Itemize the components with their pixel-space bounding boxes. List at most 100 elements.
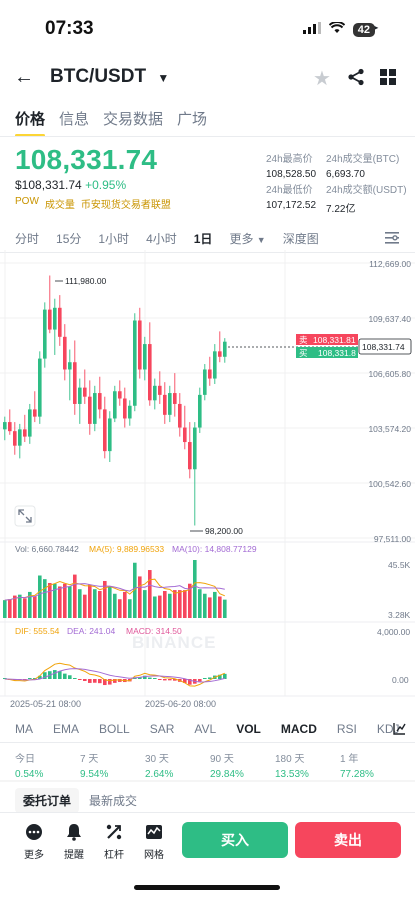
high-marker: 111,980.00 — [65, 276, 107, 286]
indicator-tabs: MA EMA BOLL SAR AVL VOL MACD RSI KDJ — [15, 722, 400, 736]
y-tick-label: 100,542.60 — [368, 479, 411, 489]
macd-bar — [138, 676, 142, 679]
macd-bar — [63, 673, 67, 679]
tag-volume[interactable]: 成交量 — [44, 200, 75, 211]
ind-avl[interactable]: AVL — [194, 722, 217, 736]
stat-vol-usdt: 24h成交额(USDT) 7.22亿 — [326, 185, 407, 215]
action-alert[interactable]: 提醒 — [57, 822, 91, 861]
ind-rsi[interactable]: RSI — [336, 722, 357, 736]
buy-button[interactable]: 买入 — [182, 822, 288, 858]
volume-bar — [103, 580, 107, 618]
candle — [98, 393, 102, 410]
macd-bar — [163, 679, 167, 681]
macd-bar — [208, 677, 212, 679]
ask-price: 108,331.81 — [313, 335, 356, 345]
action-grid[interactable]: 网格 — [137, 822, 171, 861]
grid-icon[interactable] — [380, 69, 396, 90]
tab-open-orders[interactable]: 委托订单 — [15, 788, 80, 813]
back-arrow-icon[interactable]: ← — [14, 66, 34, 88]
vol-legend-vol: Vol: 6,660.78442 — [15, 544, 79, 554]
volume-bar — [153, 596, 157, 618]
volume-bar — [188, 583, 192, 618]
ind-vol[interactable]: VOL — [236, 722, 261, 736]
kline-chart[interactable]: BINANCE 112,669.00 109,637.40 106,605.80 10… — [0, 250, 415, 712]
tab-latest-trades[interactable]: 最新成交 — [89, 794, 138, 808]
candle — [13, 431, 17, 446]
macd-bar — [183, 679, 187, 684]
candle — [123, 398, 127, 419]
candle — [148, 344, 152, 401]
perf-1y: 1 年 77.28% — [340, 754, 374, 780]
tab-trading-data[interactable]: 交易数据 — [103, 111, 164, 128]
tab-square[interactable]: 广场 — [177, 111, 208, 128]
tf-1d[interactable]: 1日 — [193, 232, 213, 246]
fullscreen-icon[interactable] — [14, 505, 36, 527]
tag-alliance[interactable]: 币安现货交易者联盟 — [80, 200, 171, 211]
macd-bar — [158, 679, 162, 680]
candle — [53, 307, 57, 330]
ind-macd[interactable]: MACD — [280, 722, 317, 736]
wifi-icon — [328, 21, 345, 39]
volume-bar — [138, 576, 142, 618]
candle — [113, 391, 117, 419]
candle — [183, 427, 187, 443]
candle — [68, 362, 72, 370]
perf-7d: 7 天 9.54% — [80, 754, 109, 780]
tf-15m[interactable]: 15分 — [56, 232, 82, 246]
caret-down-icon: ▼ — [157, 71, 170, 85]
sell-button[interactable]: 卖出 — [295, 822, 401, 858]
volume-bar — [193, 560, 197, 618]
action-margin[interactable]: 杠杆 — [97, 822, 131, 861]
pair-title[interactable]: BTC/USDT ▼ — [50, 66, 170, 87]
y-tick-label: 109,637.40 — [368, 314, 411, 324]
macd-bar — [218, 674, 222, 679]
volume-bar — [98, 591, 102, 618]
tf-line[interactable]: 分时 — [15, 232, 40, 246]
leverage-icon — [97, 822, 131, 842]
ind-ema[interactable]: EMA — [53, 722, 80, 736]
tag-pow[interactable]: POW — [15, 196, 39, 207]
perf-today: 今日 0.54% — [15, 754, 44, 780]
tab-price[interactable]: 价格 — [15, 108, 46, 137]
tf-more[interactable]: 更多 ▼ — [229, 232, 266, 246]
bid-label: 买 — [299, 348, 308, 358]
last-price-tag: 108,331.74 — [362, 342, 405, 352]
candle — [223, 341, 227, 357]
status-right-icons: 42 — [302, 21, 375, 39]
candle — [163, 394, 167, 415]
tf-4h[interactable]: 4小时 — [146, 232, 177, 246]
star-icon[interactable]: ★ — [313, 68, 331, 90]
macd-bar — [168, 679, 172, 681]
volume-bar — [218, 596, 222, 618]
ind-sar[interactable]: SAR — [149, 722, 175, 736]
macd-bar — [53, 670, 57, 679]
indicator-settings-icon[interactable] — [393, 722, 406, 740]
candle — [38, 358, 42, 417]
volume-bar — [93, 589, 97, 618]
vol-ma5-line — [4, 578, 225, 601]
chart-settings-icon[interactable] — [385, 231, 399, 249]
volume-bar — [118, 599, 122, 618]
bottom-action-bar: 更多 提醒 杠杆 网格 买入 卖出 — [0, 822, 415, 862]
ind-ma[interactable]: MA — [15, 722, 33, 736]
candle — [158, 385, 162, 395]
candle — [63, 336, 67, 370]
volume-bar — [58, 586, 62, 618]
macd-bar — [38, 675, 42, 679]
chart-watermark: BINANCE — [132, 633, 216, 652]
volume-bar — [143, 590, 147, 618]
candle — [78, 387, 82, 404]
ind-boll[interactable]: BOLL — [99, 722, 130, 736]
tf-depth[interactable]: 深度图 — [282, 232, 319, 246]
last-price-tag-box — [358, 338, 412, 355]
tf-1h[interactable]: 1小时 — [98, 232, 130, 246]
macd-bar — [83, 679, 87, 681]
action-more[interactable]: 更多 — [17, 822, 51, 861]
perf-90d: 90 天 29.84% — [210, 754, 244, 780]
tab-info[interactable]: 信息 — [59, 111, 90, 128]
candle — [33, 409, 37, 417]
macd-bar — [103, 679, 107, 686]
share-icon[interactable] — [347, 68, 365, 91]
volume-bar — [68, 586, 72, 618]
macd-bar — [113, 679, 117, 683]
